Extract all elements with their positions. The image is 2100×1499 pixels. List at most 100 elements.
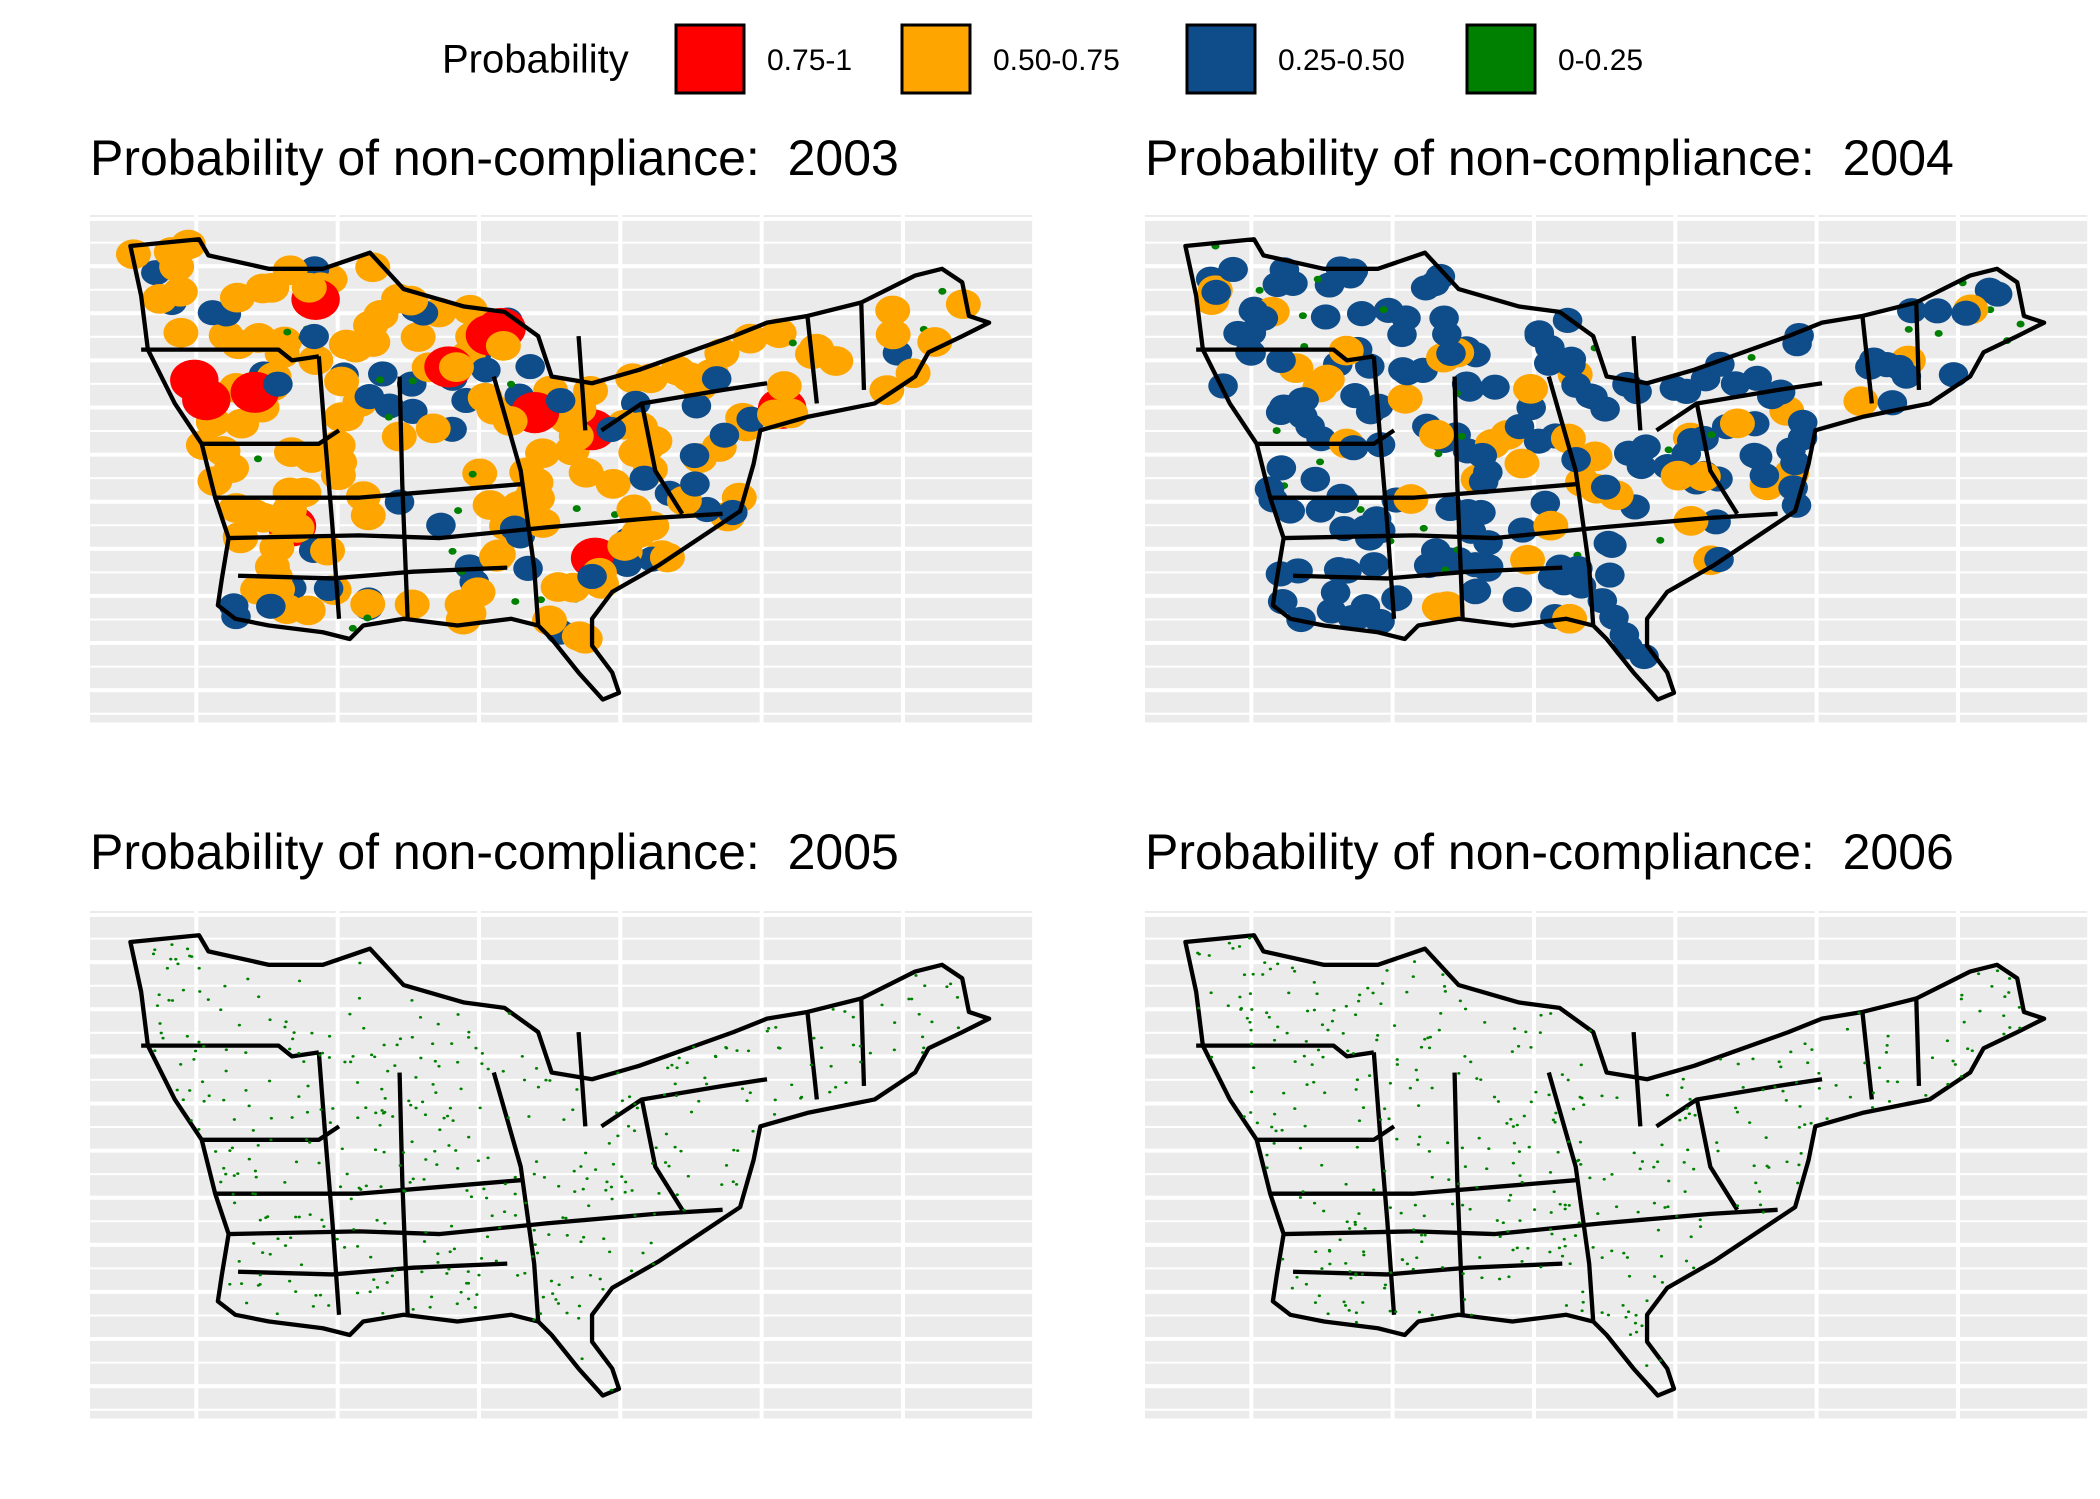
site-dot xyxy=(534,1160,539,1164)
site-dot xyxy=(1266,455,1297,481)
site-dot xyxy=(593,1168,598,1172)
site-dot xyxy=(355,1291,360,1295)
site-dot xyxy=(1682,1160,1686,1164)
site-dot xyxy=(587,1204,591,1208)
site-dot xyxy=(1757,1190,1762,1193)
site-dot xyxy=(1349,1276,1353,1280)
site-dot xyxy=(1276,962,1280,966)
site-dot xyxy=(219,282,255,313)
site-dot xyxy=(1530,490,1561,516)
site-dot xyxy=(185,947,190,951)
site-dot xyxy=(1742,365,1772,391)
site-dot xyxy=(1871,1091,1875,1095)
site-dot xyxy=(415,413,451,444)
site-dot xyxy=(400,322,436,352)
site-dot xyxy=(1450,1202,1455,1206)
site-dot xyxy=(551,1292,555,1296)
site-dot xyxy=(1636,1210,1640,1214)
site-dot xyxy=(1538,1031,1542,1035)
site-dot xyxy=(1356,506,1365,514)
site-dot xyxy=(1515,1123,1519,1127)
site-dot xyxy=(155,1004,160,1008)
site-dot xyxy=(467,382,503,413)
site-dot xyxy=(1238,995,1242,999)
site-dot xyxy=(1600,1094,1604,1098)
site-dot xyxy=(1423,1233,1427,1237)
site-dot xyxy=(1412,960,1417,963)
site-dot xyxy=(868,1051,872,1055)
site-dot xyxy=(1197,1006,1201,1010)
site-dot xyxy=(1590,474,1621,500)
site-dot xyxy=(1354,1273,1358,1277)
site-dot xyxy=(1534,1090,1538,1094)
site-dot xyxy=(1207,954,1211,957)
site-dot xyxy=(654,1146,658,1150)
site-dot xyxy=(1568,1262,1572,1266)
site-dot xyxy=(1351,1052,1356,1055)
site-dot xyxy=(373,1148,378,1152)
site-dot xyxy=(283,1244,288,1247)
site-dot xyxy=(200,1080,205,1084)
site-dot xyxy=(386,1069,390,1073)
site-dot xyxy=(480,1062,484,1066)
site-dot xyxy=(1780,450,1810,476)
site-dot xyxy=(459,1290,463,1294)
site-dot xyxy=(239,1282,244,1286)
site-dot xyxy=(914,974,918,977)
site-dot xyxy=(1250,1008,1254,1011)
site-dot xyxy=(1353,1220,1357,1224)
site-dot xyxy=(1266,347,1296,374)
site-dot xyxy=(263,371,293,397)
site-dot xyxy=(666,1066,670,1070)
site-dot xyxy=(449,1224,454,1228)
site-dot xyxy=(1529,1100,1533,1104)
site-dot xyxy=(1492,1095,1497,1099)
site-dot xyxy=(670,1063,674,1067)
site-dot xyxy=(467,1135,471,1139)
site-dot xyxy=(1624,1315,1628,1319)
site-dot xyxy=(153,1049,157,1053)
site-dot xyxy=(533,1243,537,1246)
site-dot xyxy=(363,300,399,330)
site-dot xyxy=(1580,1096,1584,1100)
site-dot xyxy=(448,547,457,555)
site-dot xyxy=(451,1119,455,1123)
site-dot xyxy=(299,1263,304,1267)
site-dot xyxy=(1692,1167,1696,1171)
site-dot xyxy=(1698,1218,1702,1222)
site-dot xyxy=(1226,1004,1230,1008)
state-border xyxy=(1452,1072,1465,1315)
site-dot xyxy=(501,1069,505,1073)
site-dot xyxy=(1378,1118,1383,1122)
site-dot xyxy=(256,1144,260,1147)
site-dot xyxy=(1735,1110,1740,1114)
site-dot xyxy=(484,1196,489,1200)
site-dot xyxy=(1430,1313,1434,1317)
site-dot xyxy=(297,1215,301,1219)
site-dot xyxy=(291,272,327,303)
site-dot xyxy=(198,990,202,993)
site-dot xyxy=(205,436,241,466)
site-dot xyxy=(674,1094,679,1098)
site-dot xyxy=(595,468,631,499)
site-dot xyxy=(1261,973,1265,976)
site-dot xyxy=(398,1164,402,1167)
site-dot xyxy=(410,999,414,1002)
site-dot xyxy=(1282,1091,1286,1095)
site-dot xyxy=(1468,469,1499,495)
site-dot xyxy=(1301,1190,1305,1193)
site-dot xyxy=(1922,298,1953,324)
site-dot xyxy=(1666,1205,1670,1209)
site-dot xyxy=(1326,1312,1330,1316)
site-dot xyxy=(479,541,515,572)
site-dot xyxy=(1959,1075,1964,1078)
site-dot xyxy=(246,977,250,981)
site-dot xyxy=(289,1236,293,1240)
site-dot xyxy=(1797,1126,1801,1129)
site-dot xyxy=(1976,972,1981,976)
site-dot xyxy=(724,1046,728,1049)
site-dot xyxy=(486,1067,490,1071)
site-dot xyxy=(1600,1256,1604,1260)
site-dot xyxy=(429,1295,434,1299)
state-border xyxy=(805,315,819,404)
